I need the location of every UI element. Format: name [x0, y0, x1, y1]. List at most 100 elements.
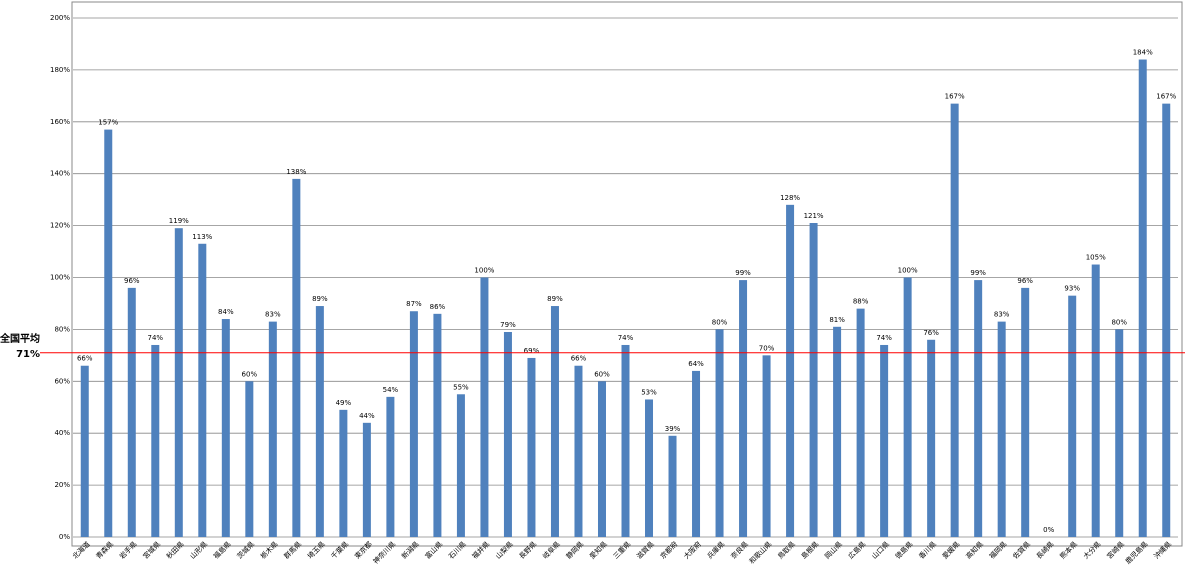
y-tick-label: 200%	[50, 14, 70, 22]
x-tick-label: 岡山県	[823, 539, 844, 560]
value-label: 55%	[453, 383, 469, 391]
y-tick-label: 140%	[50, 170, 70, 178]
x-tick-label: 京都府	[658, 539, 679, 560]
bar	[668, 435, 677, 537]
x-tick-label: 山梨県	[494, 539, 515, 560]
x-tick-label: 岐阜県	[541, 539, 562, 560]
value-label: 89%	[312, 295, 328, 303]
x-tick-label: 山口県	[870, 539, 891, 560]
x-tick-label: 秋田県	[164, 539, 185, 560]
x-tick-label: 富山県	[423, 539, 444, 560]
bar	[292, 178, 301, 537]
bar	[974, 280, 983, 537]
x-tick-label: 石川県	[447, 540, 468, 561]
bar	[127, 287, 136, 537]
x-tick-label: 大阪府	[682, 539, 703, 560]
x-tick-label: 和歌山県	[747, 539, 773, 565]
value-label: 39%	[665, 425, 681, 433]
value-label: 74%	[876, 334, 892, 342]
y-tick-label: 160%	[50, 118, 70, 126]
x-tick-label: 愛媛県	[940, 539, 961, 560]
value-label: 119%	[169, 217, 189, 225]
value-label: 84%	[218, 308, 234, 316]
bar	[174, 228, 183, 537]
bar	[198, 243, 207, 537]
bar	[786, 204, 795, 537]
bar	[621, 344, 630, 537]
value-label: 70%	[759, 344, 775, 352]
bar	[880, 344, 889, 537]
bar	[903, 277, 912, 537]
bar	[503, 331, 512, 537]
x-tick-label: 宮城県	[141, 539, 162, 560]
value-label: 83%	[994, 311, 1010, 319]
value-label: 44%	[359, 412, 375, 420]
x-tick-label: 北海道	[70, 539, 91, 560]
bar	[433, 313, 442, 537]
value-label: 167%	[945, 93, 965, 101]
x-tick-label: 静岡県	[564, 539, 585, 560]
x-tick-label: 香川県	[917, 539, 938, 560]
value-label: 54%	[383, 386, 399, 394]
value-label: 76%	[923, 329, 939, 337]
value-label: 105%	[1086, 254, 1106, 262]
bar	[362, 422, 371, 537]
value-label: 96%	[1017, 277, 1033, 285]
x-tick-label: 長崎県	[1034, 539, 1055, 560]
x-tick-label: 福井県	[470, 539, 491, 560]
x-tick-label: 群馬県	[282, 539, 303, 560]
bar	[997, 321, 1006, 537]
value-label: 88%	[853, 298, 869, 306]
bar	[221, 319, 230, 537]
bar	[739, 280, 748, 537]
x-tick-label: 熊本県	[1058, 539, 1079, 560]
bar	[386, 396, 395, 537]
bar	[645, 399, 654, 537]
x-tick-label: 兵庫県	[705, 539, 726, 560]
x-tick-label: 福島県	[211, 539, 232, 560]
bar	[315, 306, 324, 537]
bar	[1068, 295, 1077, 537]
x-tick-label: 福岡県	[987, 539, 1008, 560]
bar	[597, 381, 606, 537]
value-label: 66%	[571, 355, 587, 363]
x-tick-label: 滋賀県	[635, 539, 656, 560]
value-label: 99%	[970, 269, 986, 277]
y-tick-label: 100%	[50, 274, 70, 282]
x-tick-label: 沖縄県	[1152, 539, 1173, 560]
bar	[456, 394, 465, 537]
bar	[550, 306, 559, 537]
bar	[574, 365, 583, 537]
x-tick-label: 栃木県	[258, 539, 279, 560]
bar	[1115, 329, 1124, 537]
x-tick-label: 宮崎県	[1105, 539, 1126, 560]
value-label: 49%	[336, 399, 352, 407]
value-label: 100%	[474, 267, 494, 275]
value-label: 96%	[124, 277, 140, 285]
y-tick-label: 180%	[50, 66, 70, 74]
x-tick-label: 徳島県	[893, 539, 914, 560]
bar	[927, 339, 936, 537]
value-label: 89%	[547, 295, 563, 303]
x-tick-label: 高知県	[964, 539, 985, 560]
y-tick-label: 20%	[54, 481, 70, 489]
x-tick-label: 東京都	[352, 539, 373, 560]
value-label: 93%	[1064, 285, 1080, 293]
value-label: 79%	[500, 321, 516, 329]
value-label: 80%	[1111, 318, 1127, 326]
value-label: 66%	[77, 355, 93, 363]
x-tick-label: 大分県	[1081, 539, 1102, 560]
y-tick-label: 120%	[50, 222, 70, 230]
x-tick-label: 佐賀県	[1011, 539, 1032, 560]
bar	[762, 355, 771, 537]
bar	[268, 321, 277, 537]
y-tick-label: 80%	[54, 325, 70, 333]
bar	[245, 381, 254, 537]
value-label: 87%	[406, 300, 422, 308]
value-label: 69%	[524, 347, 540, 355]
bar	[480, 277, 489, 537]
value-label: 53%	[641, 388, 657, 396]
value-label: 60%	[594, 370, 610, 378]
x-tick-label: 奈良県	[729, 539, 750, 560]
